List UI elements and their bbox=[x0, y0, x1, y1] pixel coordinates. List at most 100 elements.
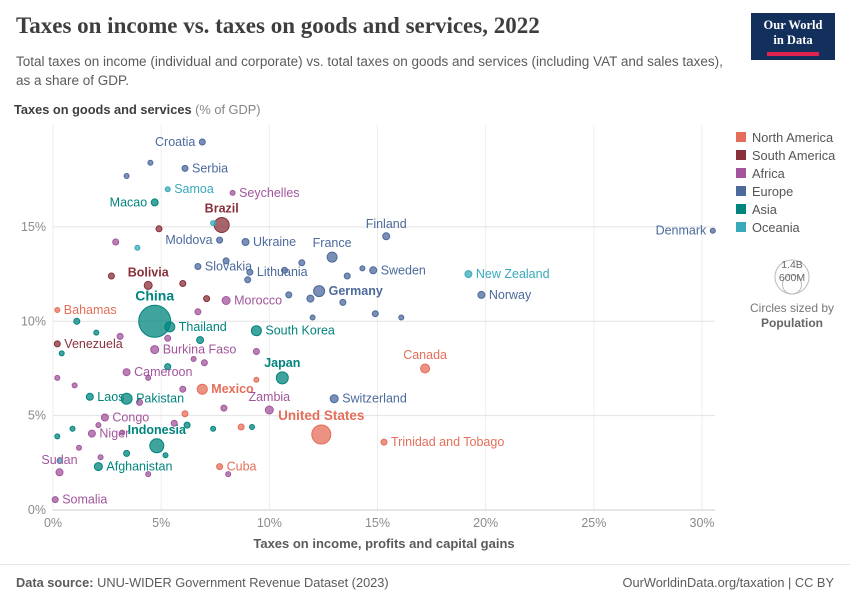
data-point-unlabeled[interactable] bbox=[210, 425, 217, 432]
data-point-unlabeled[interactable] bbox=[343, 272, 351, 280]
data-point-unlabeled[interactable] bbox=[237, 423, 245, 431]
data-point-unlabeled[interactable] bbox=[107, 272, 115, 280]
data-point-unlabeled[interactable] bbox=[54, 433, 61, 440]
country-label-finland[interactable]: Finland bbox=[366, 217, 407, 231]
data-point-unlabeled[interactable] bbox=[220, 404, 228, 412]
data-point-unlabeled[interactable] bbox=[398, 314, 405, 321]
data-point-unlabeled[interactable] bbox=[134, 244, 141, 251]
country-label-trinidad-and-tobago[interactable]: Trinidad and Tobago bbox=[391, 435, 504, 449]
data-point-denmark[interactable] bbox=[709, 227, 716, 234]
country-label-zambia[interactable]: Zambia bbox=[248, 390, 290, 404]
data-point-south-korea[interactable] bbox=[250, 325, 262, 337]
country-label-sweden[interactable]: Sweden bbox=[381, 263, 426, 277]
data-point-bahamas[interactable] bbox=[54, 307, 61, 313]
country-label-lithuania[interactable]: Lithuania bbox=[257, 265, 308, 279]
data-point-unlabeled[interactable] bbox=[170, 419, 178, 427]
data-point-congo[interactable] bbox=[100, 413, 109, 422]
country-label-mexico[interactable]: Mexico bbox=[211, 382, 254, 396]
data-point-mexico[interactable] bbox=[196, 383, 208, 395]
country-label-ukraine[interactable]: Ukraine bbox=[253, 235, 296, 249]
license-link[interactable]: OurWorldinData.org/taxation | CC BY bbox=[622, 575, 834, 590]
data-point-serbia[interactable] bbox=[181, 164, 189, 172]
country-label-switzerland[interactable]: Switzerland bbox=[342, 392, 407, 406]
country-label-pakistan[interactable]: Pakistan bbox=[136, 392, 184, 406]
data-point-unlabeled[interactable] bbox=[58, 350, 65, 357]
country-label-cameroon[interactable]: Cameroon bbox=[134, 365, 192, 379]
legend-item-africa[interactable]: Africa bbox=[736, 166, 835, 181]
data-point-unlabeled[interactable] bbox=[225, 471, 232, 478]
data-point-unlabeled[interactable] bbox=[190, 356, 197, 362]
legend-item-oceania[interactable]: Oceania bbox=[736, 220, 835, 235]
country-label-canada[interactable]: Canada bbox=[403, 348, 447, 362]
data-point-slovakia[interactable] bbox=[194, 263, 202, 270]
data-point-moldova[interactable] bbox=[216, 236, 224, 244]
country-label-samoa[interactable]: Samoa bbox=[174, 182, 214, 196]
data-point-unlabeled[interactable] bbox=[119, 429, 126, 436]
data-point-sudan[interactable] bbox=[55, 468, 64, 477]
data-point-unlabeled[interactable] bbox=[145, 471, 152, 478]
owid-logo[interactable]: Our World in Data bbox=[751, 13, 835, 60]
country-label-cuba[interactable]: Cuba bbox=[227, 460, 257, 474]
data-point-switzerland[interactable] bbox=[329, 394, 339, 404]
data-point-unlabeled[interactable] bbox=[285, 291, 293, 299]
data-point-afghanistan[interactable] bbox=[93, 462, 103, 472]
data-point-samoa[interactable] bbox=[164, 186, 171, 193]
data-point-norway[interactable] bbox=[477, 290, 486, 299]
data-point-unlabeled[interactable] bbox=[123, 449, 131, 457]
data-point-france[interactable] bbox=[326, 251, 338, 263]
data-point-morocco[interactable] bbox=[221, 296, 231, 305]
country-label-slovakia[interactable]: Slovakia bbox=[205, 260, 252, 274]
data-point-unlabeled[interactable] bbox=[93, 329, 100, 336]
data-point-seychelles[interactable] bbox=[229, 189, 236, 196]
data-point-ukraine[interactable] bbox=[241, 238, 250, 246]
country-label-brazil[interactable]: Brazil bbox=[205, 202, 239, 216]
country-label-germany[interactable]: Germany bbox=[329, 284, 383, 298]
data-point-unlabeled[interactable] bbox=[116, 332, 124, 340]
data-point-unlabeled[interactable] bbox=[281, 266, 288, 274]
data-point-unlabeled[interactable] bbox=[136, 398, 143, 406]
data-point-unlabeled[interactable] bbox=[298, 259, 306, 267]
data-point-unlabeled[interactable] bbox=[222, 257, 230, 265]
data-point-unlabeled[interactable] bbox=[194, 308, 202, 316]
data-point-thailand[interactable] bbox=[164, 321, 176, 333]
data-point-unlabeled[interactable] bbox=[183, 421, 191, 429]
data-point-unlabeled[interactable] bbox=[371, 310, 379, 318]
data-point-unlabeled[interactable] bbox=[309, 314, 316, 321]
country-label-new-zealand[interactable]: New Zealand bbox=[476, 267, 550, 281]
data-point-somalia[interactable] bbox=[51, 496, 59, 504]
country-label-niger[interactable]: Niger bbox=[99, 427, 129, 441]
data-point-japan[interactable] bbox=[275, 371, 289, 385]
data-point-unlabeled[interactable] bbox=[339, 298, 347, 306]
legend-item-europe[interactable]: Europe bbox=[736, 184, 835, 199]
scatter-plot-canvas[interactable]: Taxes on goods and services (% of GDP) T… bbox=[0, 95, 850, 565]
data-point-unlabeled[interactable] bbox=[162, 452, 169, 459]
data-point-unlabeled[interactable] bbox=[145, 374, 152, 381]
country-label-china[interactable]: China bbox=[135, 287, 174, 303]
country-label-serbia[interactable]: Serbia bbox=[192, 161, 228, 175]
data-point-unlabeled[interactable] bbox=[203, 295, 211, 303]
data-point-trinidad-and-tobago[interactable] bbox=[380, 438, 388, 446]
data-point-unlabeled[interactable] bbox=[95, 422, 102, 429]
country-label-croatia[interactable]: Croatia bbox=[155, 135, 195, 149]
country-label-denmark[interactable]: Denmark bbox=[656, 224, 707, 238]
data-point-burkina-faso[interactable] bbox=[150, 345, 160, 355]
country-label-moldova[interactable]: Moldova bbox=[165, 233, 212, 247]
country-label-united-states[interactable]: United States bbox=[278, 408, 364, 423]
data-point-new-zealand[interactable] bbox=[464, 270, 473, 279]
country-label-bolivia[interactable]: Bolivia bbox=[128, 265, 170, 279]
data-point-china[interactable] bbox=[138, 304, 172, 338]
data-point-sweden[interactable] bbox=[369, 266, 378, 275]
data-point-unlabeled[interactable] bbox=[249, 424, 255, 430]
country-label-burkina-faso[interactable]: Burkina Faso bbox=[163, 343, 237, 357]
data-point-unlabeled[interactable] bbox=[179, 280, 187, 287]
country-label-south-korea[interactable]: South Korea bbox=[265, 324, 335, 338]
data-point-croatia[interactable] bbox=[198, 138, 206, 146]
data-point-unlabeled[interactable] bbox=[155, 225, 163, 233]
data-point-unlabeled[interactable] bbox=[112, 238, 120, 246]
data-point-germany[interactable] bbox=[313, 285, 326, 298]
legend-item-south-america[interactable]: South America bbox=[736, 148, 835, 163]
data-point-pakistan[interactable] bbox=[120, 392, 133, 405]
data-point-unlabeled[interactable] bbox=[252, 348, 260, 355]
country-label-sudan[interactable]: Sudan bbox=[41, 453, 77, 467]
data-point-unlabeled[interactable] bbox=[253, 376, 260, 383]
